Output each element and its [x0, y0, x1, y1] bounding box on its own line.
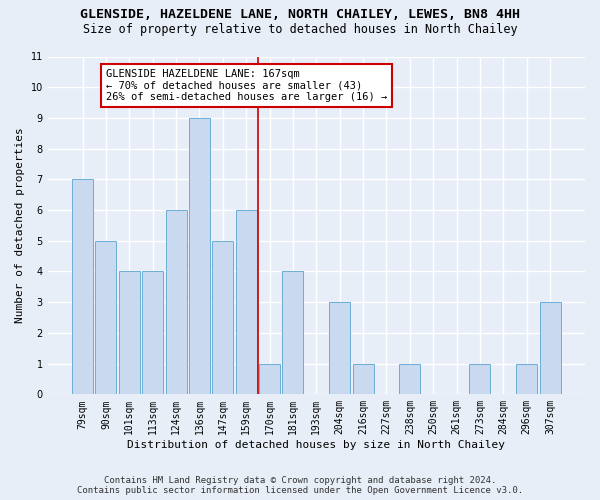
Bar — [259, 364, 280, 394]
Bar — [539, 302, 560, 394]
Bar — [95, 241, 116, 394]
Text: Size of property relative to detached houses in North Chailey: Size of property relative to detached ho… — [83, 22, 517, 36]
Bar — [189, 118, 210, 394]
Bar — [283, 272, 304, 394]
X-axis label: Distribution of detached houses by size in North Chailey: Distribution of detached houses by size … — [127, 440, 505, 450]
Bar — [400, 364, 421, 394]
Bar — [516, 364, 537, 394]
Bar — [353, 364, 374, 394]
Bar — [212, 241, 233, 394]
Text: Contains HM Land Registry data © Crown copyright and database right 2024.
Contai: Contains HM Land Registry data © Crown c… — [77, 476, 523, 495]
Bar — [119, 272, 140, 394]
Y-axis label: Number of detached properties: Number of detached properties — [15, 128, 25, 324]
Text: GLENSIDE, HAZELDENE LANE, NORTH CHAILEY, LEWES, BN8 4HH: GLENSIDE, HAZELDENE LANE, NORTH CHAILEY,… — [80, 8, 520, 20]
Text: GLENSIDE HAZELDENE LANE: 167sqm
← 70% of detached houses are smaller (43)
26% of: GLENSIDE HAZELDENE LANE: 167sqm ← 70% of… — [106, 69, 387, 102]
Bar — [166, 210, 187, 394]
Bar — [72, 180, 93, 394]
Bar — [469, 364, 490, 394]
Bar — [329, 302, 350, 394]
Bar — [236, 210, 257, 394]
Bar — [142, 272, 163, 394]
